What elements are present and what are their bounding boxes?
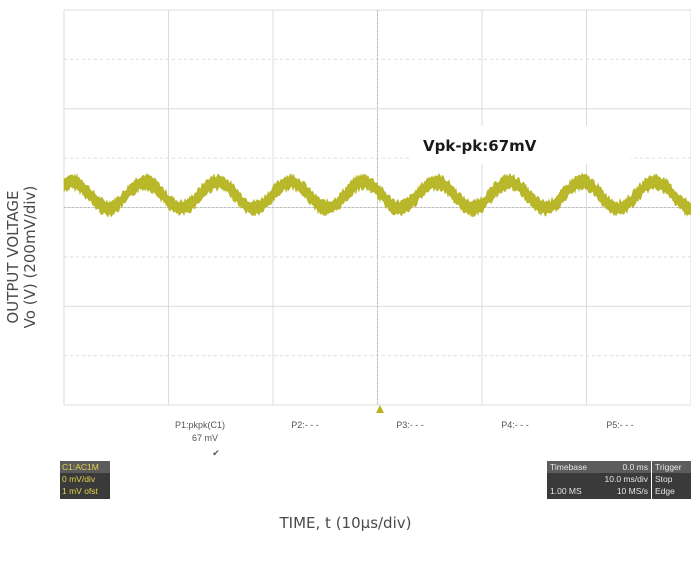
measurement-label: P1:pkpk(C1) [175,420,225,430]
trigger-mode: Stop [655,474,673,484]
trigger-box: Trigger Stop Edge [652,461,691,499]
waveform-band [63,172,691,218]
channel-coupling: C1:AC1M [62,462,99,472]
annotation-label: Vpk-pk:67mV [423,137,537,155]
timebase-rate: 10.0 ms/div [605,474,649,484]
measurement-row: P1:pkpk(C1) 67 mV ✔ P2:- - - P3:- - - P4:- - … [175,420,634,458]
check-icon: ✔ [212,448,220,458]
timebase-offset: 0.0 ms [622,462,648,472]
channel-offset: 1 mV ofst [62,486,99,496]
annotation-box [412,126,630,164]
x-axis-label: TIME, t (10µs/div) [279,514,412,532]
timebase-box: Timebase 0.0 ms 10.0 ms/div 1.00 MS 10 M… [547,461,651,499]
trigger-marker-icon [376,405,384,413]
timebase-title: Timebase [550,462,587,472]
channel-info-box: C1:AC1M 0 mV/div 1 mV ofst [60,461,110,499]
trigger-title: Trigger [655,462,682,472]
measurement-label: P2:- - - [291,420,319,430]
y-axis-label-line1: OUTPUT VOLTAGE [4,190,22,324]
measurement-label: P5:- - - [606,420,634,430]
measurement-value: 67 mV [192,433,218,443]
measurement-label: P4:- - - [501,420,529,430]
plot-grid [63,9,691,406]
y-axis-label-line2: Vo (V) (200mV/div) [21,185,39,329]
timebase-srate: 10 MS/s [617,486,648,496]
trigger-marker [376,405,384,413]
channel-scale: 0 mV/div [62,474,96,484]
measurement-label: P3:- - - [396,420,424,430]
trigger-type: Edge [655,486,675,496]
timebase-samples: 1.00 MS [550,486,582,496]
peak-annotation: Vpk-pk:67mV [412,126,630,164]
waveform-trace [63,172,691,218]
